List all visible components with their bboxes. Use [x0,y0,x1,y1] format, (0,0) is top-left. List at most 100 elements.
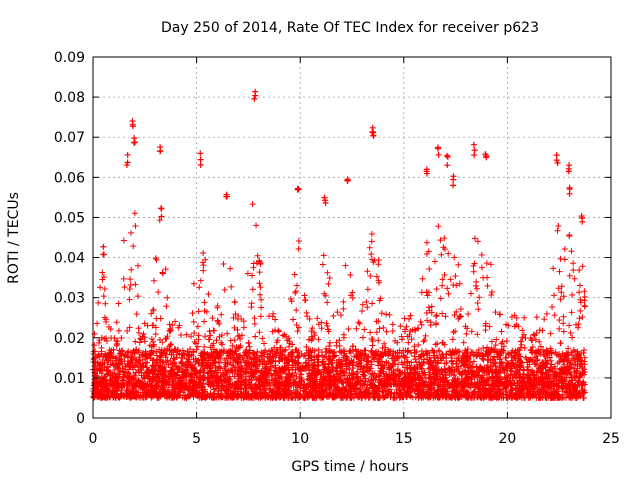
data-point [487,261,494,268]
data-point [376,325,383,332]
data-point [277,344,284,351]
data-point [109,357,116,364]
data-point [323,345,330,352]
data-point [449,336,456,343]
data-point [445,290,452,297]
data-point [301,292,308,299]
data-point [295,245,302,252]
data-point [196,284,203,291]
data-point [275,327,282,334]
data-point [193,340,200,347]
data-point [556,268,563,275]
data-point [483,260,490,267]
data-point [577,307,584,314]
data-point [557,340,564,347]
data-point [244,364,251,371]
data-point [581,288,588,295]
data-point [325,280,332,287]
data-point [381,340,388,347]
data-point [417,318,424,325]
data-point [458,363,465,370]
data-point [359,301,366,308]
data-point [106,350,113,357]
data-point [367,329,374,336]
data-point [355,377,362,384]
data-point [118,335,125,342]
data-point [571,275,578,282]
data-point [218,311,225,318]
data-point [426,266,433,273]
data-point [423,239,430,246]
data-point [149,307,156,314]
data-point [115,300,122,307]
data-point [160,358,167,365]
data-point [435,223,442,230]
data-point [273,339,280,346]
data-point [442,313,449,320]
data-point [560,320,567,327]
data-point [361,326,368,333]
data-point [368,251,375,258]
data-point [220,260,227,267]
data-point [533,314,540,321]
data-point [512,356,519,363]
data-point [447,276,454,283]
data-point [120,237,127,244]
data-point [464,346,471,353]
data-point [295,324,302,331]
data-point [550,265,557,272]
data-point [527,394,534,401]
data-point [305,336,312,343]
data-point [218,332,225,339]
data-point [346,366,353,373]
data-point [507,365,514,372]
data-point [245,340,252,347]
data-point [306,316,313,323]
data-point [368,231,375,238]
data-point [132,222,139,229]
data-point [214,304,221,311]
data-point [286,343,293,350]
data-point [413,358,420,365]
data-point [539,346,546,353]
data-point [358,307,365,314]
data-point [334,309,341,316]
data-point [424,292,431,299]
data-point [136,339,143,346]
data-point [156,217,163,224]
data-point [444,285,451,292]
data-point [293,307,300,314]
data-point [428,303,435,310]
data-point [172,318,179,325]
data-point [120,373,127,380]
data-point [408,350,415,357]
data-point [467,359,474,366]
data-point [448,357,455,364]
data-point [547,330,554,337]
data-point [121,284,128,291]
data-point [319,261,326,268]
data-point [472,235,479,242]
data-point [354,375,361,382]
data-point [261,340,268,347]
data-point [134,293,141,300]
data-point [162,266,169,273]
data-point [425,365,432,372]
data-point [425,304,432,311]
data-point [560,293,567,300]
data-point [555,285,562,292]
data-point [167,341,174,348]
data-point [536,338,543,345]
data-point [159,339,166,346]
data-point [433,286,440,293]
data-point [188,333,195,340]
data-point [294,328,301,335]
data-point [246,376,253,383]
data-point [246,343,253,350]
data-point [320,252,327,259]
data-point [191,329,198,336]
data-point [439,282,446,289]
data-point [239,354,246,361]
data-point [200,267,207,274]
data-point [132,281,139,288]
